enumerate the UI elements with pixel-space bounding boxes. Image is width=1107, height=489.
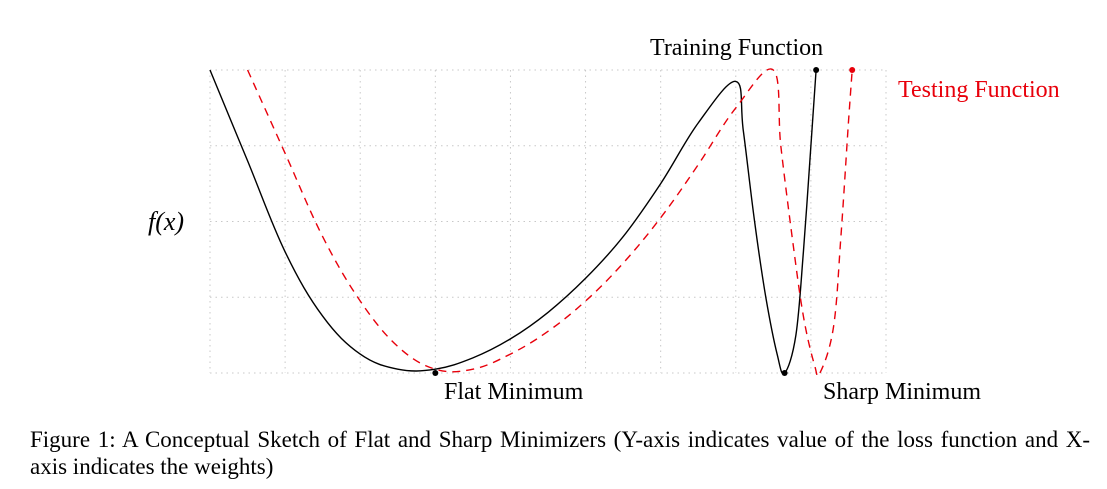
y-axis-label: f(x) bbox=[148, 207, 184, 236]
testing-function-label: Testing Function bbox=[898, 77, 1060, 103]
endpoint-marker-2 bbox=[813, 67, 820, 73]
caption-text: A Conceptual Sketch of Flat and Sharp Mi… bbox=[30, 427, 1090, 479]
markers bbox=[432, 67, 856, 376]
training-function-label: Training Function bbox=[650, 35, 823, 61]
flat-minimum-label: Flat Minimum bbox=[444, 379, 584, 405]
loss-landscape-chart: f(x) Training Function Testing Function … bbox=[148, 35, 1060, 405]
endpoint-marker-3 bbox=[849, 67, 856, 73]
grid bbox=[209, 69, 887, 374]
sharp-minimum-point bbox=[781, 370, 788, 376]
testing-function-curve bbox=[246, 68, 853, 377]
curves bbox=[209, 68, 853, 377]
figure-caption: Figure 1: A Conceptual Sketch of Flat an… bbox=[30, 426, 1090, 480]
training-function-curve bbox=[209, 69, 817, 375]
flat-minimum-point bbox=[432, 370, 439, 376]
sharp-minimum-label: Sharp Minimum bbox=[823, 379, 981, 405]
caption-prefix: Figure 1: bbox=[30, 427, 116, 452]
